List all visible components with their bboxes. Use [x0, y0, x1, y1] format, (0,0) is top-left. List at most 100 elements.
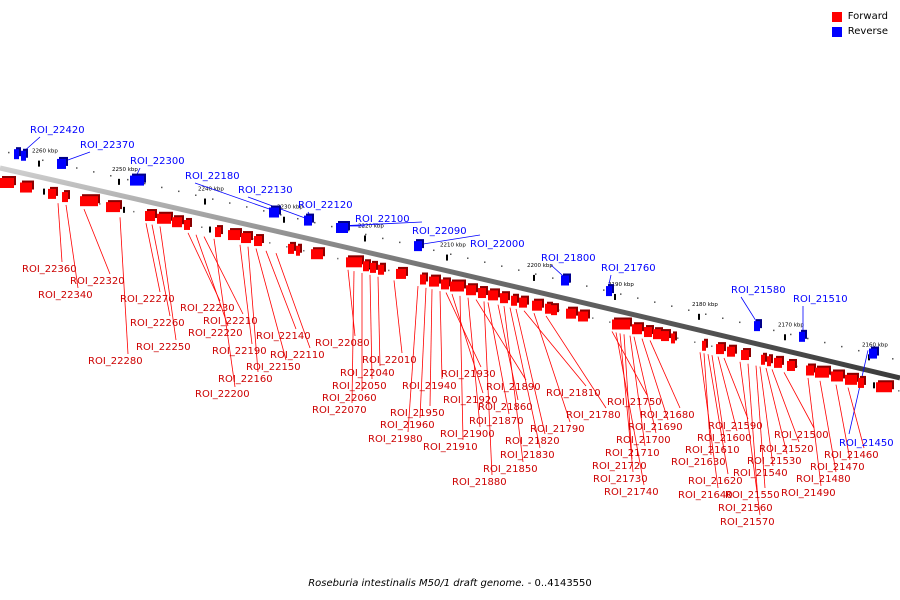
forward-region-label: ROI_21500 — [774, 430, 829, 441]
tick-label: 2160 kbp — [862, 342, 888, 348]
minor-tick — [501, 265, 503, 267]
forward-region-label: ROI_21630 — [671, 457, 726, 468]
forward-leader — [203, 236, 244, 315]
forward-gene — [815, 367, 829, 378]
forward-region-label: ROI_21880 — [452, 477, 507, 488]
minor-tick — [467, 257, 469, 259]
forward-region-label: ROI_21700 — [616, 435, 671, 446]
major-tick — [614, 293, 616, 300]
reverse-region-label: ROI_22300 — [130, 156, 185, 167]
tick-label: 2180 kbp — [692, 302, 718, 308]
forward-leader — [497, 304, 519, 401]
reverse-gene — [606, 286, 612, 297]
minor-tick — [711, 345, 713, 347]
major-tick — [118, 178, 120, 185]
forward-gene — [450, 281, 464, 292]
minor-tick — [654, 301, 656, 303]
reverse-gene — [269, 207, 279, 218]
forward-gene — [363, 261, 369, 272]
forward-region-label: ROI_22080 — [315, 338, 370, 349]
minor-tick — [365, 233, 367, 236]
forward-leader — [533, 313, 571, 423]
forward-leader — [347, 269, 356, 337]
minor-tick — [161, 186, 163, 189]
forward-leader — [523, 310, 587, 387]
forward-region-label: ROI_21850 — [483, 464, 538, 475]
forward-leader — [65, 204, 79, 289]
forward-gene — [566, 308, 576, 319]
forward-gene — [346, 257, 362, 268]
forward-region-label: ROI_22210 — [203, 316, 258, 327]
forward-gene — [370, 262, 376, 273]
forward-leader — [429, 289, 433, 407]
forward-gene — [787, 360, 795, 371]
minor-tick — [76, 167, 78, 169]
reverse-region-label: ROI_22000 — [470, 239, 525, 250]
forward-gene — [632, 324, 642, 335]
reverse-region-label: ROI_22120 — [298, 200, 353, 211]
forward-leader — [407, 286, 419, 433]
minor-tick — [110, 175, 112, 177]
forward-leader — [707, 354, 729, 475]
forward-gene — [876, 382, 892, 393]
legend-forward-label: Forward — [847, 11, 888, 22]
forward-leader — [739, 361, 761, 516]
forward-gene — [831, 371, 843, 382]
minor-tick — [144, 182, 146, 185]
forward-region-label: ROI_21730 — [593, 474, 648, 485]
forward-leader — [451, 293, 484, 394]
major-tick — [784, 334, 786, 341]
forward-region-label: ROI_21900 — [440, 429, 495, 440]
forward-region-label: ROI_21600 — [697, 433, 752, 444]
forward-leader — [711, 355, 726, 444]
reverse-region-label: ROI_22180 — [185, 171, 240, 182]
forward-region-label: ROI_21740 — [604, 487, 659, 498]
forward-leader — [509, 307, 541, 449]
minor-tick — [201, 226, 203, 228]
forward-region-label: ROI_21950 — [390, 408, 445, 419]
tick-label: 2260 kbp — [32, 149, 58, 155]
forward-gene — [396, 268, 406, 279]
forward-region-label: ROI_21570 — [720, 517, 775, 528]
forward-gene — [288, 243, 294, 254]
forward-leader — [459, 295, 464, 441]
forward-region-label: ROI_22200 — [195, 389, 250, 400]
reverse-swatch — [831, 26, 842, 37]
minor-tick — [535, 273, 537, 275]
minor-tick — [212, 198, 214, 200]
forward-gene — [671, 333, 675, 344]
major-tick — [698, 313, 700, 320]
forward-leader — [633, 336, 657, 434]
forward-region-label: ROI_22340 — [38, 290, 93, 301]
forward-region-label: ROI_21470 — [810, 462, 865, 473]
minor-tick — [337, 257, 339, 260]
forward-gene — [311, 249, 323, 260]
forward-gene — [420, 274, 426, 285]
minor-tick — [99, 203, 101, 205]
minor-tick — [841, 345, 843, 348]
forward-leader — [187, 232, 221, 302]
forward-gene — [478, 288, 486, 299]
forward-leader — [213, 238, 236, 388]
minor-tick — [739, 321, 741, 324]
forward-leader — [619, 333, 634, 473]
forward-swatch — [831, 11, 842, 22]
reverse-region-label: ROI_22100 — [355, 214, 410, 225]
forward-gene — [172, 217, 182, 228]
reverse-gene — [799, 331, 805, 342]
minor-tick — [620, 293, 622, 295]
forward-region-label: ROI_21560 — [718, 503, 773, 514]
forward-region-label: ROI_21870 — [469, 416, 524, 427]
reverse-gene — [561, 275, 569, 286]
minor-tick — [790, 333, 792, 336]
minor-tick — [331, 225, 333, 228]
minor-tick — [286, 246, 288, 248]
forward-leader — [771, 369, 800, 443]
forward-gene — [644, 327, 652, 338]
reverse-gene — [57, 158, 66, 169]
forward-region-label: ROI_21820 — [505, 436, 560, 447]
reverse-gene — [414, 241, 422, 252]
forward-region-label: ROI_21710 — [605, 448, 660, 459]
forward-region-label: ROI_22040 — [340, 368, 395, 379]
